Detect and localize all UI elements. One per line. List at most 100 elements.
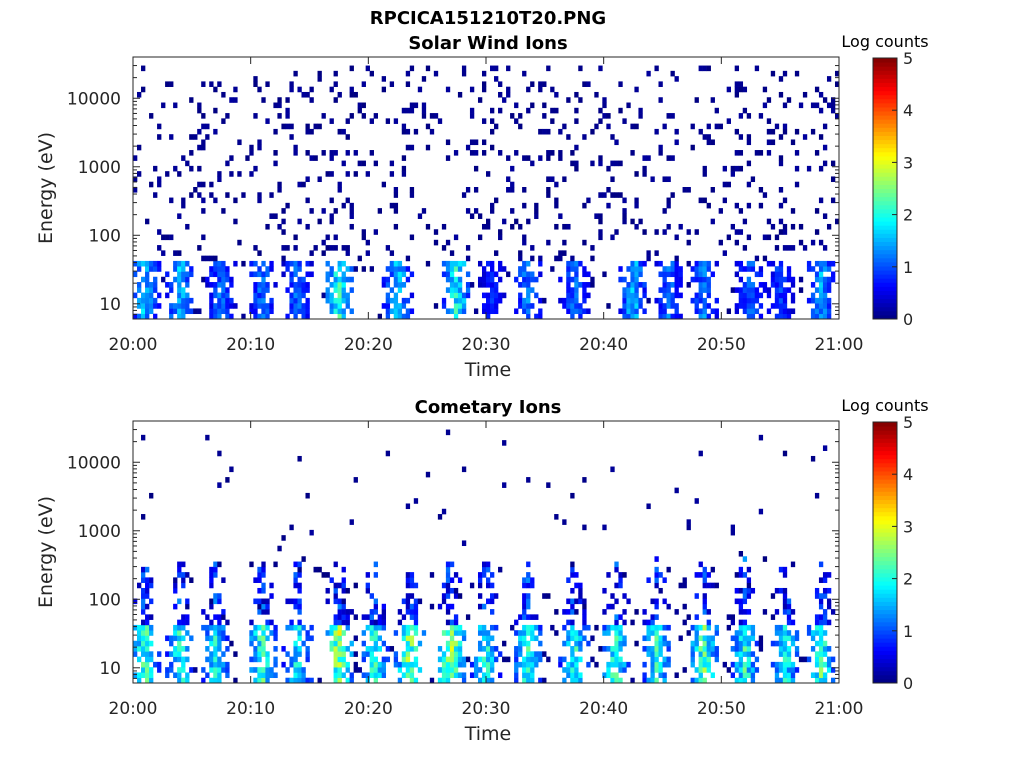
heatmap-cell [494,593,499,599]
colorbar-band [873,249,897,255]
heatmap-cell [558,128,563,135]
heatmap-cell [742,287,748,293]
heatmap-cell [582,624,587,631]
heatmap-cell [622,303,627,309]
heatmap-cell [341,646,346,652]
heatmap-cell [654,250,659,256]
heatmap-cell [333,646,338,652]
heatmap-cell [534,202,539,209]
heatmap-cell [141,667,146,673]
heatmap-cell [385,245,391,251]
heatmap-cell [614,582,619,589]
heatmap-cell [566,297,571,304]
heatmap-cell [457,661,463,668]
colorbar-band [873,257,897,263]
heatmap-cell [261,609,266,615]
heatmap-cell [622,276,627,283]
heatmap-cell [177,672,182,679]
heatmap-cell [381,86,387,93]
heatmap-cell [349,651,354,657]
heatmap-cell [473,656,479,663]
heatmap-cell [293,651,298,657]
heatmap-cell [734,128,740,135]
heatmap-cell [702,572,707,578]
heatmap-cell [694,297,699,304]
heatmap-cell [285,287,290,293]
heatmap-cell [786,635,792,642]
heatmap-cell [570,150,575,156]
heatmap-cell [341,619,346,626]
heatmap-cell [145,619,150,626]
heatmap-cell [658,672,663,679]
heatmap-cell [486,598,491,605]
heatmap-cell [249,271,254,278]
heatmap-cell [445,667,451,673]
heatmap-cell [818,603,824,610]
heatmap-cell [257,192,262,198]
heatmap-cell [650,619,655,626]
colorbar-band [873,298,897,304]
heatmap-cell [602,192,607,198]
heatmap-cell [782,566,788,573]
heatmap-cell [333,614,338,620]
heatmap-cell [185,223,190,230]
heatmap-cell [582,308,587,315]
heatmap-cell [169,313,174,320]
heatmap-cell [694,303,699,309]
heatmap-cell [445,271,451,278]
colorbar-band [873,314,897,320]
colorbar-band [873,556,897,562]
heatmap-cell [786,245,792,251]
heatmap-cell [297,181,302,188]
heatmap-cell [818,165,824,172]
heatmap-cell [622,619,627,626]
heatmap-cell [590,245,595,251]
heatmap-cell [189,266,194,272]
heatmap-cell [738,276,744,283]
heatmap-cell [810,455,816,462]
heatmap-cell [738,630,744,636]
heatmap-cell [145,282,150,288]
heatmap-cell [818,667,824,673]
heatmap-cell [333,598,338,605]
heatmap-cell [698,672,703,679]
heatmap-cell [145,624,150,631]
colorbar-band [873,98,897,104]
heatmap-cell [341,308,346,315]
heatmap-cell [461,297,467,304]
heatmap-cell [594,624,599,631]
heatmap-cell [706,609,711,615]
heatmap-cell [546,593,551,599]
heatmap-cell [498,107,503,114]
heatmap-cell [201,609,206,615]
heatmap-cell [694,260,699,267]
heatmap-cell [694,276,699,283]
heatmap-cell [578,656,583,663]
heatmap-cell [217,303,222,309]
heatmap-cell [822,287,828,293]
heatmap-cell [381,667,387,673]
heatmap-cell [269,213,274,219]
heatmap-cell [538,81,543,87]
heatmap-cell [754,308,760,315]
heatmap-cell [766,287,772,293]
heatmap-cell [518,282,523,288]
heatmap-cell [153,165,158,172]
heatmap-cell [281,271,286,278]
heatmap-cell [574,308,579,315]
heatmap-cell [670,192,675,198]
heatmap-cell [257,667,262,673]
heatmap-cell [481,303,487,309]
heatmap-cell [361,81,366,87]
heatmap-cell [149,624,154,631]
colorbar-band [873,540,897,545]
heatmap-cell [614,598,619,605]
heatmap-cell [429,128,435,135]
heatmap-cell [285,266,290,272]
heatmap-cell [486,640,491,647]
heatmap-cell [141,609,146,615]
heatmap-cell [658,303,663,309]
heatmap-cell [822,160,828,167]
heatmap-cell [674,234,679,241]
